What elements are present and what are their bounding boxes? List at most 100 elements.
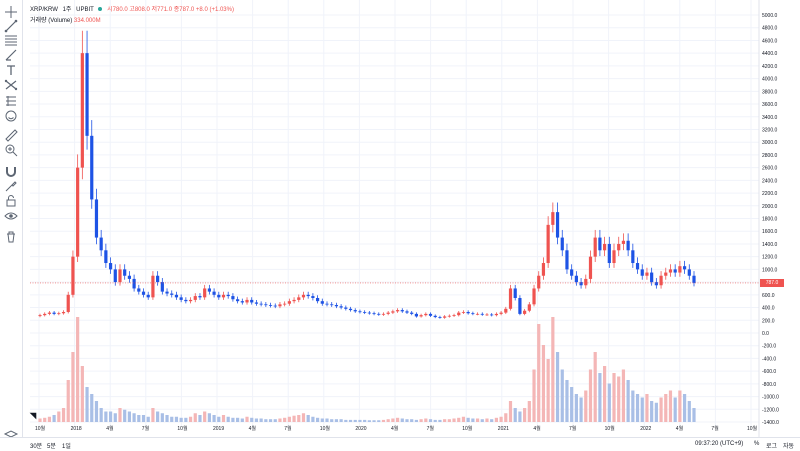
x-tick-label: 7월 [142,425,150,432]
volume-legend: 거래량 (Volume) 334.000M [30,15,101,24]
fib-icon[interactable] [3,32,19,48]
y-tick-label: -1400.0 [762,420,779,426]
ruler-icon[interactable] [3,127,19,143]
candle-body [617,243,621,251]
candle-body [654,282,658,286]
volume-bar [165,415,169,422]
candle-body [113,269,117,283]
volume-bar [151,408,155,422]
range-1d-button[interactable]: 1일 [62,444,71,450]
emoji-icon[interactable] [3,108,19,124]
y-tick-label: 2600.0 [762,166,778,172]
candle-body [377,313,381,315]
forecast-icon[interactable] [3,93,19,109]
trash-icon[interactable] [3,229,19,245]
last-price-tag: 787.0 [760,279,784,287]
candle-body [339,306,343,308]
volume-bar [400,418,404,422]
volume-bar [367,420,371,422]
eye-icon[interactable] [3,208,19,224]
y-tick-label: 4200.0 [762,64,778,70]
range-5m-button[interactable]: 5분 [47,444,56,450]
log-toggle[interactable]: 로그 [766,444,778,450]
volume-bar [607,383,611,422]
range-30m-button[interactable]: 30분 [30,444,43,450]
volume-bar [344,419,348,422]
candle-body [424,313,428,316]
candle-body [94,199,99,238]
x-tick-label: 10월 [605,425,616,432]
volume-bar [203,411,207,422]
candle-body [504,308,508,313]
volume-bar [47,416,52,422]
volume-bar [315,417,320,422]
candle-body [659,275,663,286]
volume-bar [640,397,644,422]
interval-label[interactable]: 1주 [62,7,72,13]
volume-bar [499,416,503,422]
candle-body [85,53,89,136]
volume-bar [372,420,376,422]
volume-bar [471,418,475,422]
candle-body [584,278,588,286]
y-tick-label: 3600.0 [762,102,778,108]
pattern-icon[interactable] [3,77,19,93]
lock-icon[interactable] [3,193,19,209]
volume-bar [579,397,583,422]
percent-toggle[interactable]: % [754,441,760,447]
candle-body [76,167,80,257]
lock-drawings-icon[interactable] [3,178,19,194]
y-tick-label: 3200.0 [762,127,778,133]
candle-body [692,275,696,283]
volume-bar [160,413,164,422]
volume-bar [212,415,216,422]
auto-toggle[interactable]: 자동 [783,444,795,450]
x-tick-label: 4월 [249,425,257,432]
candle-body [99,237,103,251]
zoom-icon[interactable] [3,142,19,158]
volume-value: 334.000M [73,18,101,24]
volume-bar [546,359,550,422]
volume-bar [113,413,117,422]
x-tick-label: 2022 [640,426,651,432]
candle-body [635,263,640,270]
volume-bar [621,369,626,422]
candle-body [118,269,122,283]
candle-body [170,293,174,295]
candle-body [188,299,193,302]
magnet-icon[interactable] [3,163,19,179]
volume-bar [174,416,179,422]
x-tick-label: 10월 [177,425,188,432]
x-tick-label: 4월 [676,425,684,432]
volume-bar [574,394,578,422]
brush-icon[interactable] [3,47,19,63]
candle-body [193,296,197,300]
candle-body [330,304,334,306]
volume-bar [678,390,682,422]
candle-body [664,272,668,276]
text-icon[interactable] [3,62,19,78]
x-tick-label: 4월 [391,425,399,432]
candle-body [381,313,386,315]
symbol-label[interactable]: XRP/KRW [30,7,58,13]
volume-bar [504,413,508,422]
candle-body [132,278,136,289]
volume-bar [123,409,127,422]
volume-bar [57,411,61,422]
candle-body [174,294,179,298]
volume-bar [480,419,484,422]
volume-bar [85,387,89,422]
candle-body [127,275,131,279]
volume-bar [668,390,673,422]
trend-line-icon[interactable] [3,18,19,34]
volume-label: 거래량 (Volume) [30,18,73,24]
volume-bar [654,402,658,422]
layers-icon[interactable] [3,427,19,443]
volume-bar [433,419,437,422]
volume-bar [301,413,306,422]
volume-bar [353,419,357,422]
price-chart[interactable]: 5000.0 4800.0 4600.0 4400.0 4200.0 4000.0 3800… [22,0,800,437]
candle-body [325,303,329,305]
crosshair-icon[interactable] [3,4,19,20]
x-tick-label: 10월 [35,425,46,432]
